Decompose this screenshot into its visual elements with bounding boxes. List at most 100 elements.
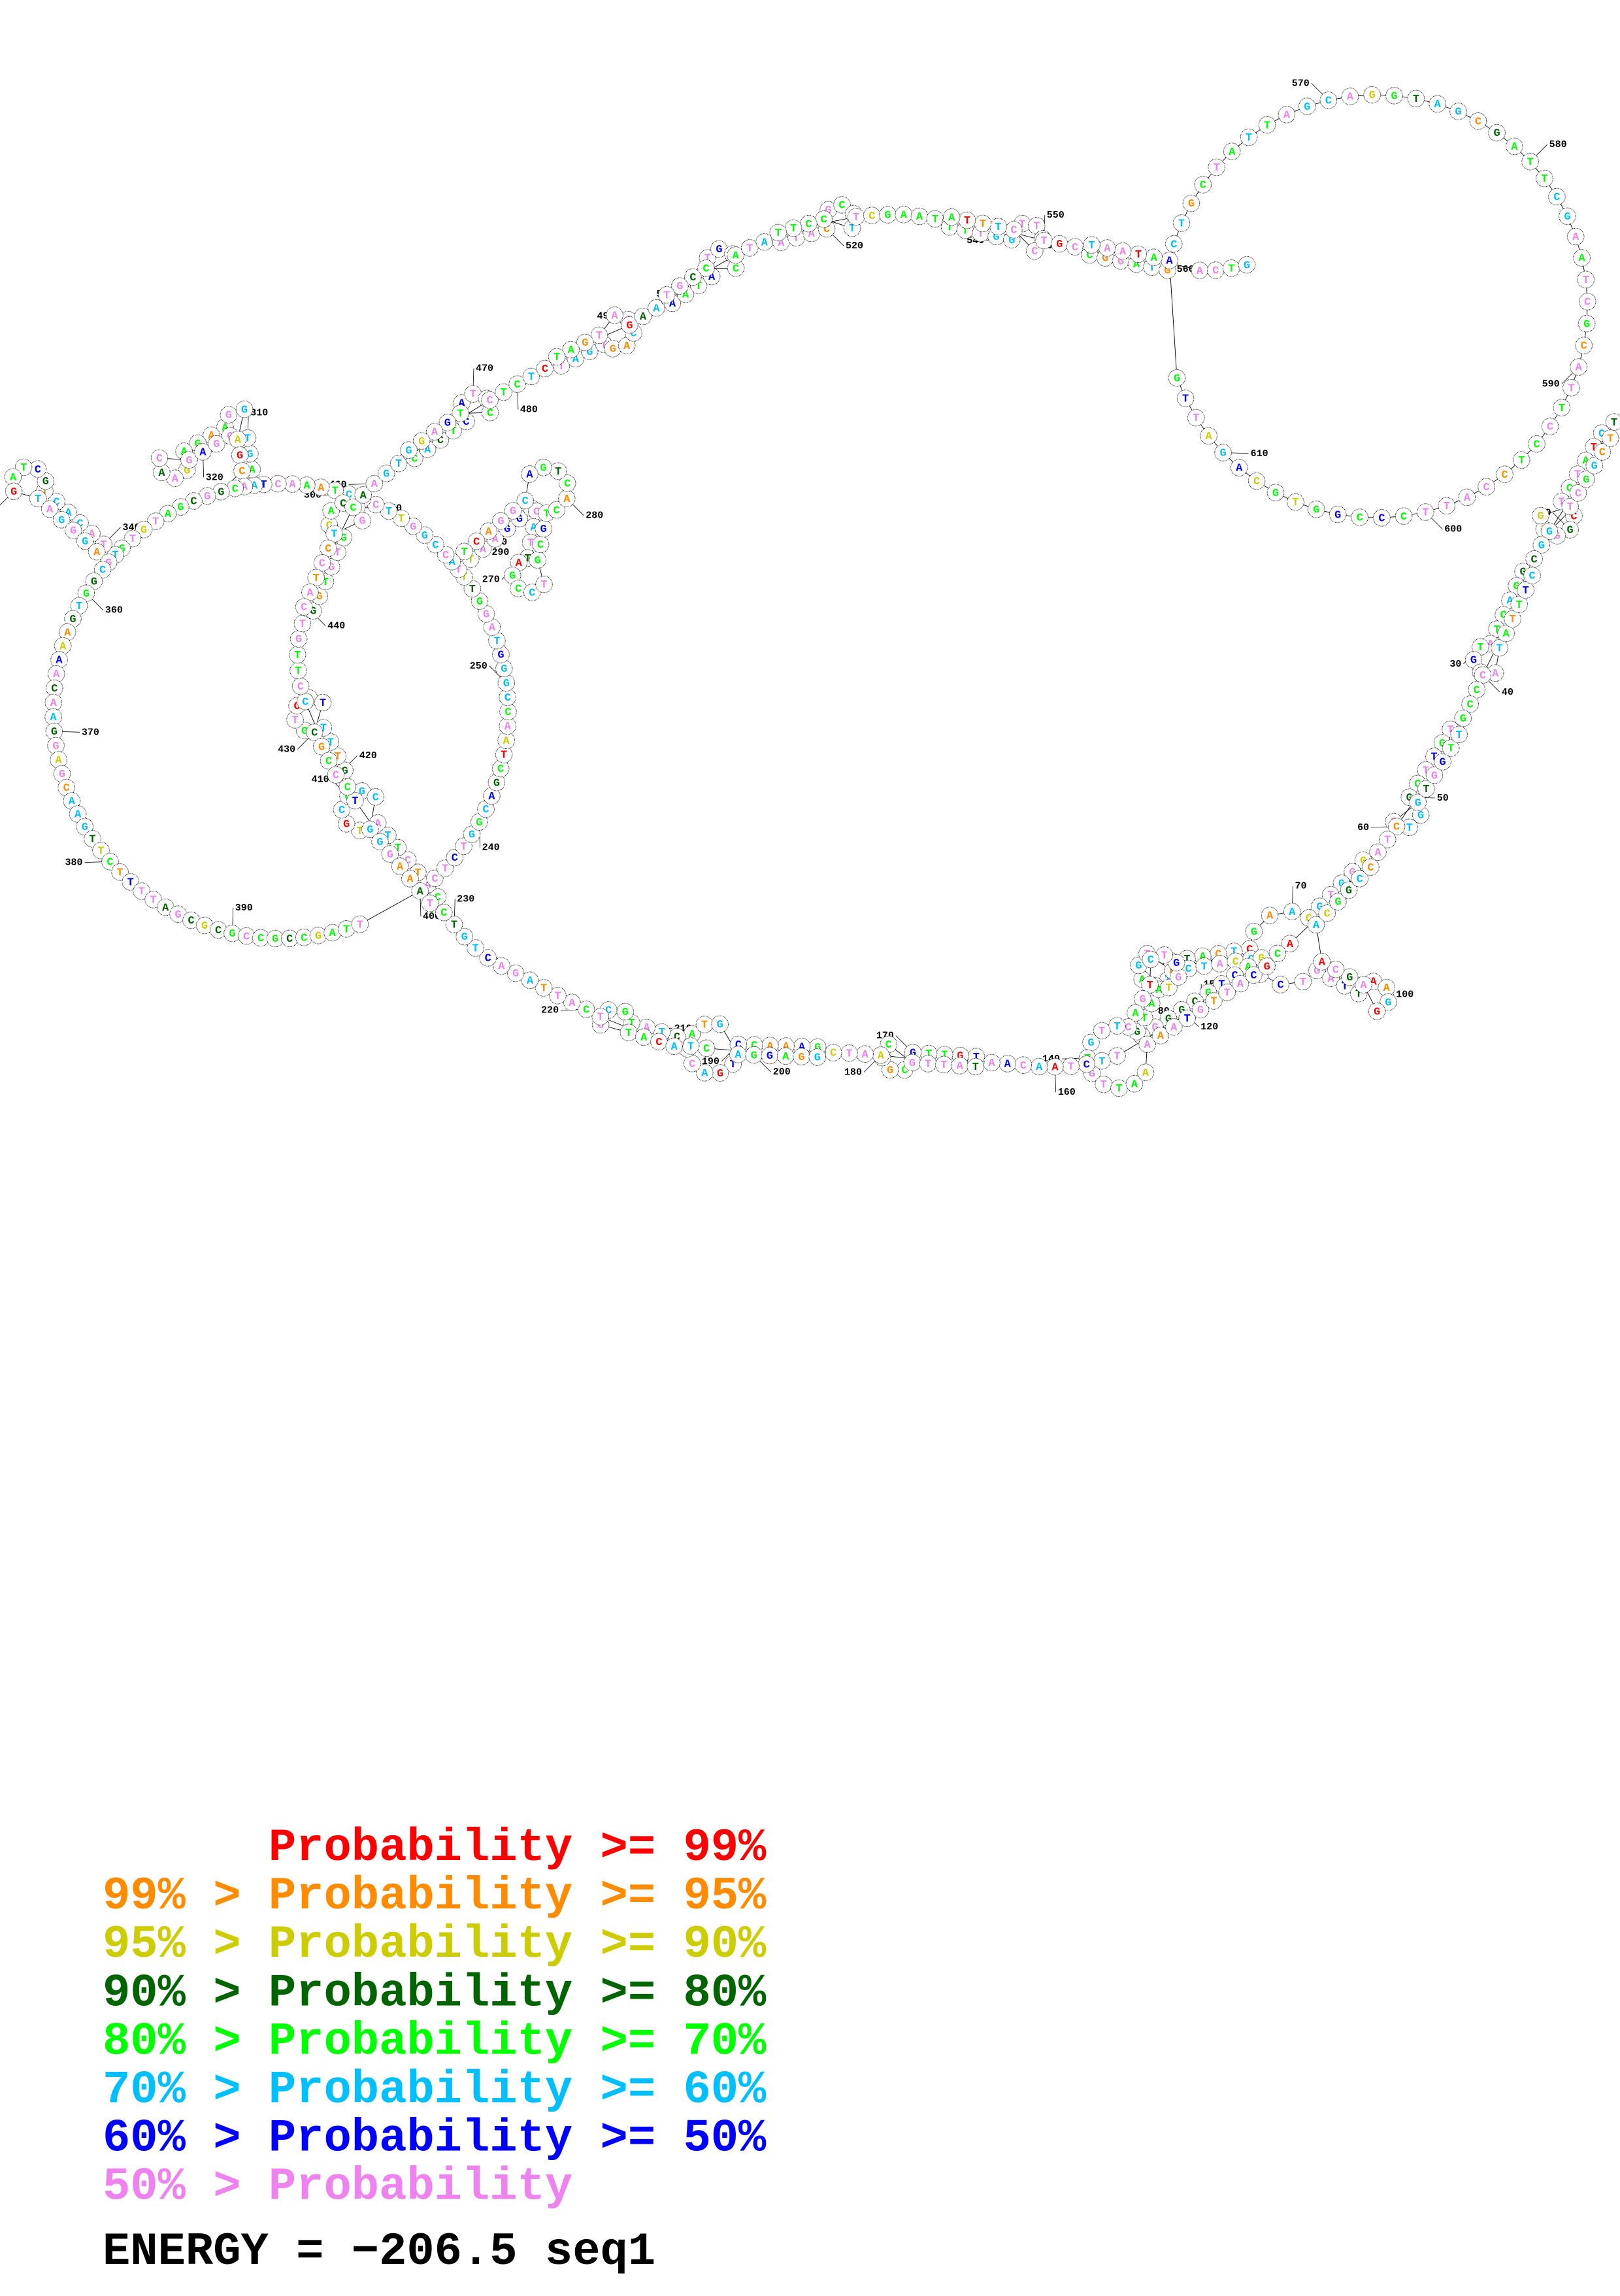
svg-text:G: G xyxy=(497,650,504,662)
svg-text:C: C xyxy=(215,925,222,937)
svg-text:G: G xyxy=(1087,1037,1094,1050)
svg-text:A: A xyxy=(235,435,242,447)
svg-text:C: C xyxy=(372,791,379,804)
svg-text:G: G xyxy=(1369,90,1376,102)
svg-text:370: 370 xyxy=(82,727,99,738)
svg-text:T: T xyxy=(313,573,320,585)
svg-text:C: C xyxy=(257,933,264,945)
svg-text:G: G xyxy=(1567,525,1574,537)
svg-text:A: A xyxy=(671,1041,678,1054)
svg-text:G: G xyxy=(82,536,88,548)
svg-text:C: C xyxy=(733,263,739,275)
svg-text:T: T xyxy=(775,227,782,240)
svg-text:G: G xyxy=(1470,655,1477,667)
svg-text:G: G xyxy=(1346,972,1353,984)
svg-text:A: A xyxy=(1319,957,1326,969)
svg-text:A: A xyxy=(1217,959,1224,971)
svg-text:A: A xyxy=(1004,1059,1012,1071)
svg-text:G: G xyxy=(1173,957,1180,970)
svg-text:G: G xyxy=(1334,897,1341,909)
svg-text:C: C xyxy=(1474,684,1480,697)
svg-text:T: T xyxy=(76,601,82,613)
svg-text:T: T xyxy=(1228,263,1234,275)
svg-text:T: T xyxy=(1088,240,1095,252)
svg-text:A: A xyxy=(1144,1039,1151,1052)
svg-text:G: G xyxy=(1264,961,1270,974)
svg-text:440: 440 xyxy=(327,621,345,632)
svg-text:T: T xyxy=(528,371,535,384)
svg-text:50: 50 xyxy=(1437,793,1449,804)
svg-text:G: G xyxy=(1564,211,1570,224)
svg-text:C: C xyxy=(838,200,845,212)
svg-text:C: C xyxy=(487,395,493,407)
svg-text:C: C xyxy=(1020,1060,1027,1073)
svg-text:A: A xyxy=(1119,246,1127,258)
svg-text:C: C xyxy=(1357,512,1363,525)
svg-text:G: G xyxy=(376,837,383,849)
svg-text:A: A xyxy=(360,490,367,502)
svg-text:G: G xyxy=(315,930,322,942)
svg-text:G: G xyxy=(175,909,182,922)
svg-text:T: T xyxy=(1444,501,1450,513)
svg-text:T: T xyxy=(451,920,457,932)
svg-text:A: A xyxy=(306,587,314,599)
svg-text:A: A xyxy=(406,874,414,886)
svg-text:G: G xyxy=(1188,198,1195,210)
svg-text:480: 480 xyxy=(520,405,538,416)
svg-text:G: G xyxy=(503,678,510,690)
svg-text:T: T xyxy=(352,795,358,808)
svg-text:T: T xyxy=(97,845,104,857)
svg-text:G: G xyxy=(405,445,412,458)
svg-text:T: T xyxy=(1178,218,1185,231)
svg-text:T: T xyxy=(932,214,938,226)
svg-text:G: G xyxy=(359,516,365,528)
svg-text:G: G xyxy=(476,817,482,829)
svg-text:G: G xyxy=(497,516,504,528)
svg-text:G: G xyxy=(1220,448,1227,460)
svg-text:A: A xyxy=(1157,1031,1165,1043)
svg-text:T: T xyxy=(1607,433,1613,446)
svg-text:C: C xyxy=(514,379,521,391)
svg-text:A: A xyxy=(59,641,67,653)
svg-text:C: C xyxy=(243,931,250,943)
svg-text:C: C xyxy=(1475,116,1481,128)
svg-text:C: C xyxy=(325,543,331,556)
svg-text:320: 320 xyxy=(206,472,223,483)
svg-text:G: G xyxy=(383,468,389,480)
svg-text:T: T xyxy=(554,990,561,1003)
svg-text:G: G xyxy=(1583,474,1589,486)
svg-text:T: T xyxy=(1068,1061,1074,1074)
svg-text:G: G xyxy=(884,210,891,222)
svg-text:A: A xyxy=(1036,1061,1043,1074)
svg-text:G: G xyxy=(1431,770,1438,782)
svg-text:T: T xyxy=(117,867,124,880)
svg-text:T: T xyxy=(501,387,507,399)
svg-text:T: T xyxy=(1100,1079,1107,1091)
svg-text:A: A xyxy=(328,506,335,518)
svg-text:T: T xyxy=(1135,249,1142,261)
svg-text:580: 580 xyxy=(1549,139,1567,150)
svg-text:T: T xyxy=(1182,393,1189,406)
svg-text:G: G xyxy=(1174,373,1180,386)
svg-text:T: T xyxy=(1611,417,1617,429)
svg-text:C: C xyxy=(1599,447,1606,459)
svg-text:T: T xyxy=(1300,976,1306,989)
svg-text:C: C xyxy=(440,907,447,920)
svg-text:C: C xyxy=(35,464,41,476)
svg-text:A: A xyxy=(611,310,618,322)
svg-text:C: C xyxy=(452,852,458,865)
svg-text:590: 590 xyxy=(1542,379,1560,390)
svg-text:220: 220 xyxy=(541,1005,559,1016)
svg-text:G: G xyxy=(410,521,416,533)
svg-text:T: T xyxy=(460,841,467,854)
svg-text:290: 290 xyxy=(491,547,509,558)
svg-text:A: A xyxy=(516,557,523,570)
svg-text:G: G xyxy=(387,849,393,861)
svg-text:390: 390 xyxy=(235,903,253,914)
svg-text:C: C xyxy=(583,1005,589,1017)
svg-text:C: C xyxy=(805,218,812,231)
svg-text:T: T xyxy=(1447,743,1454,756)
svg-text:T: T xyxy=(20,462,27,474)
svg-text:600: 600 xyxy=(1444,524,1462,535)
svg-text:C: C xyxy=(1200,180,1206,192)
